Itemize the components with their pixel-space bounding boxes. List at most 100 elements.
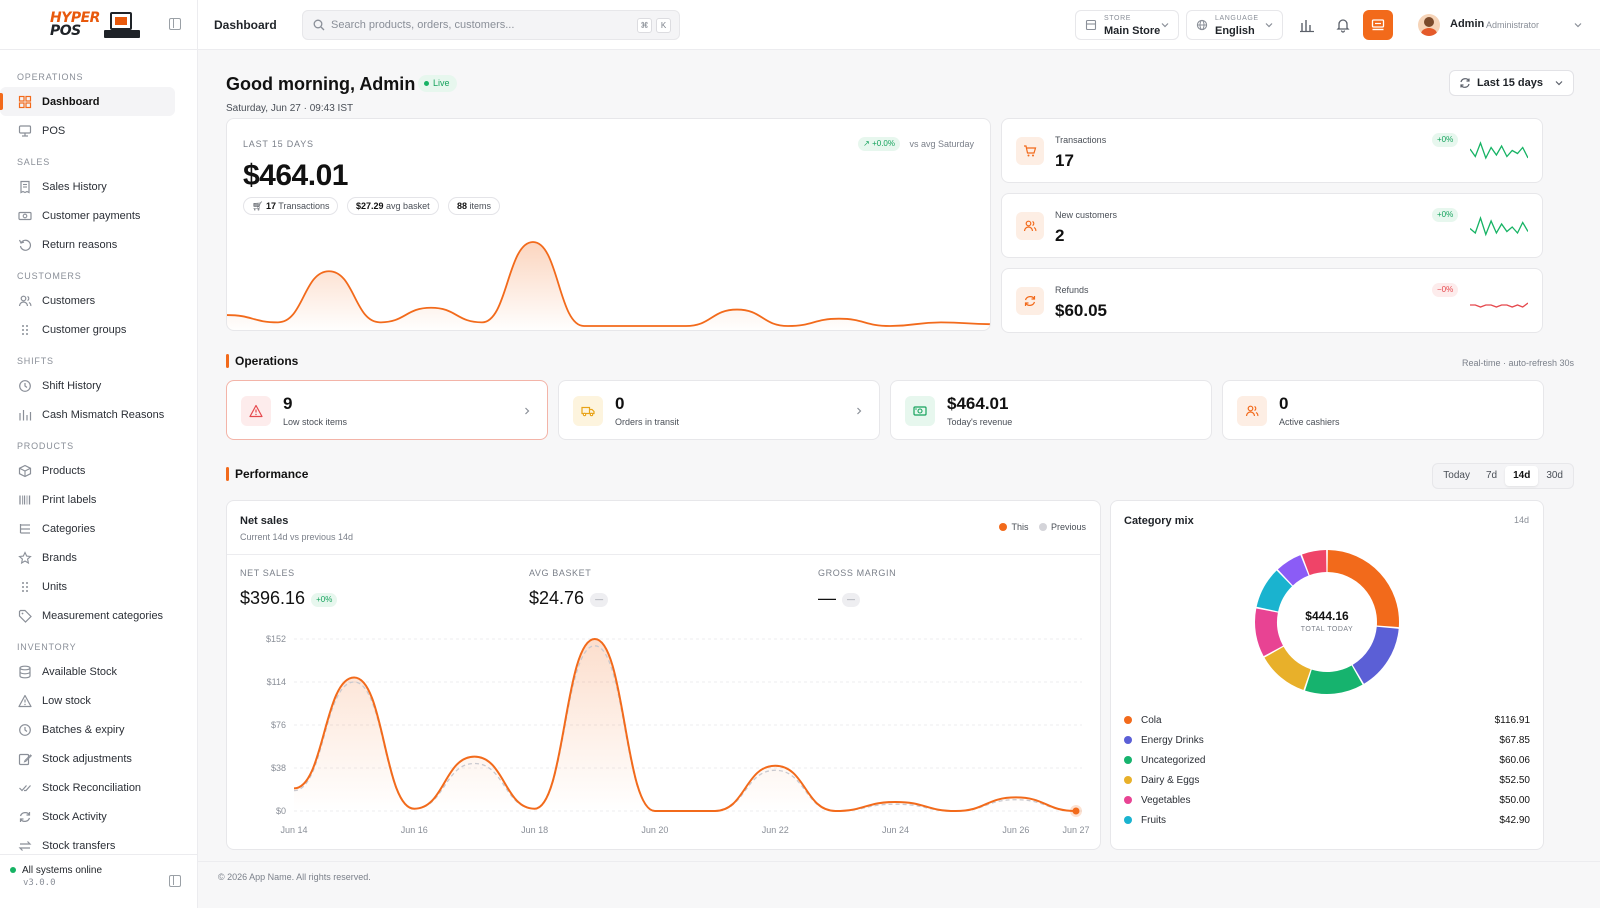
sidebar-item-sales-history[interactable]: Sales History — [0, 172, 175, 201]
chip-items-label: items — [469, 201, 492, 211]
category-row[interactable]: Vegetables $50.00 — [1124, 790, 1530, 810]
sidebar-item-print-labels[interactable]: Print labels — [0, 485, 175, 514]
sidebar-collapse-icon[interactable] — [169, 18, 181, 30]
search-input[interactable] — [331, 11, 631, 39]
open-pos-button[interactable] — [1363, 10, 1393, 40]
metric-caption: AVG BASKET — [529, 568, 592, 578]
bell-icon[interactable] — [1335, 17, 1351, 33]
donut-slice-other-7[interactable] — [1301, 550, 1327, 576]
sidebar-item-label: Stock Activity — [42, 810, 107, 823]
legend-this[interactable]: This — [1011, 522, 1029, 532]
check-double-icon — [18, 781, 32, 795]
category-row[interactable]: Energy Drinks $67.85 — [1124, 730, 1530, 750]
donut-slice-vegetables[interactable] — [1254, 608, 1283, 657]
category-value: $52.50 — [1499, 774, 1530, 786]
last-point-marker[interactable] — [1072, 807, 1080, 815]
range-tab-14d[interactable]: 14d — [1505, 466, 1539, 486]
sidebar-item-shift-history[interactable]: Shift History — [0, 371, 175, 400]
chip-basket-value: $27.29 — [356, 201, 384, 211]
sidebar-item-products[interactable]: Products — [0, 456, 175, 485]
user-name[interactable]: Admin — [1450, 18, 1485, 30]
chevron-down-icon[interactable] — [1574, 21, 1582, 29]
database-icon — [18, 665, 32, 679]
sidebar-item-return-reasons[interactable]: Return reasons — [0, 230, 175, 259]
sidebar-item-low-stock[interactable]: Low stock — [0, 686, 175, 715]
kbd-cmd: ⌘ — [637, 18, 652, 33]
barcode-icon — [18, 493, 32, 507]
hero-trend-chart — [227, 241, 990, 330]
category-donut-chart — [1254, 550, 1400, 694]
kpi-card-transactions[interactable]: Transactions 17 +0% — [1001, 118, 1543, 183]
sidebar-item-label: Customers — [42, 294, 96, 307]
category-row[interactable]: Dairy & Eggs $52.50 — [1124, 770, 1530, 790]
kpi-value: 2 — [1055, 226, 1065, 245]
brand-logo[interactable]: HYPER POS — [0, 0, 197, 50]
x-tick-label: Jun 18 — [521, 825, 548, 835]
sidebar-item-categories[interactable]: Categories — [0, 514, 175, 543]
x-tick-label: Jun 14 — [280, 825, 307, 835]
sparkline-series — [1470, 216, 1528, 237]
language-selector[interactable]: LANGUAGE English — [1186, 10, 1283, 40]
kpi-card-refunds[interactable]: Refunds $60.05 −0% — [1001, 268, 1543, 333]
range-tab-7d[interactable]: 7d — [1485, 470, 1498, 481]
sidebar-item-label: Products — [42, 464, 86, 477]
sidebar-toggle-icon[interactable] — [169, 875, 181, 887]
kpi-label: Refunds — [1055, 285, 1089, 295]
sidebar-item-batches-expiry[interactable]: Batches & expiry — [0, 715, 175, 744]
ops-card-active-cashiers[interactable]: 0 Active cashiers — [1222, 380, 1544, 440]
metric-avg-basket: AVG BASKET $24.76 — — [529, 568, 609, 609]
chip-transactions-label: Transactions — [278, 201, 330, 211]
ops-card-today-s-revenue[interactable]: $464.01 Today's revenue — [890, 380, 1212, 440]
sidebar-item-stock-transfers[interactable]: Stock transfers — [0, 831, 175, 860]
sidebar-item-customer-payments[interactable]: Customer payments — [0, 201, 175, 230]
analytics-icon[interactable] — [1299, 17, 1315, 33]
store-selector[interactable]: STORE Main Store — [1075, 10, 1179, 40]
ops-card-orders-in-transit[interactable]: 0 Orders in transit — [558, 380, 880, 440]
ops-value: $464.01 — [947, 394, 1009, 413]
metric-badge: +0% — [311, 593, 338, 607]
net-sales-title: Net sales — [240, 515, 289, 527]
sidebar-item-available-stock[interactable]: Available Stock — [0, 657, 175, 686]
sidebar-item-customer-groups[interactable]: Customer groups — [0, 315, 175, 344]
range-tab-today[interactable]: Today — [1443, 470, 1470, 481]
donut-slice-fruits[interactable] — [1256, 570, 1293, 612]
donut-slice-dairy-eggs[interactable] — [1264, 646, 1311, 691]
kpi-card-new-customers[interactable]: New customers 2 +0% — [1001, 193, 1543, 258]
ops-value: 0 — [615, 394, 625, 413]
metric-value: $24.76 — [529, 588, 585, 608]
range-tab-30d[interactable]: 30d — [1546, 470, 1563, 481]
kpi-sparkline — [1470, 141, 1528, 160]
ops-card-low-stock-items[interactable]: 9 Low stock items — [226, 380, 548, 440]
donut-slice-uncategorized[interactable] — [1305, 665, 1363, 694]
sidebar-item-cash-mismatch-reasons[interactable]: Cash Mismatch Reasons — [0, 400, 175, 429]
list-tree-icon — [18, 522, 32, 536]
kpi-delta-badge: +0% — [1432, 133, 1459, 147]
category-row[interactable]: Cola $116.91 — [1124, 710, 1530, 730]
donut-slice-cola[interactable] — [1327, 550, 1400, 628]
sidebar-item-label: POS — [42, 124, 66, 137]
warning-icon — [18, 694, 32, 708]
sidebar-item-units[interactable]: Units — [0, 572, 175, 601]
date-range-button[interactable]: Last 15 days — [1448, 70, 1574, 96]
category-row[interactable]: Uncategorized $60.06 — [1124, 750, 1530, 770]
series-this-line — [293, 637, 1077, 813]
sidebar-item-customers[interactable]: Customers — [0, 286, 175, 315]
donut-slice-energy-drinks[interactable] — [1352, 626, 1399, 684]
sidebar-item-stock-activity[interactable]: Stock Activity — [0, 802, 175, 831]
x-tick-label: Jun 16 — [401, 825, 428, 835]
donut-slice-other-6[interactable] — [1277, 555, 1309, 586]
avatar[interactable] — [1418, 14, 1440, 36]
breadcrumb[interactable]: Dashboard — [214, 18, 277, 32]
sidebar-item-stock-adjustments[interactable]: Stock adjustments — [0, 744, 175, 773]
category-row[interactable]: Fruits $42.90 — [1124, 810, 1530, 830]
sidebar-item-stock-reconciliation[interactable]: Stock Reconciliation — [0, 773, 175, 802]
sidebar-item-pos[interactable]: POS — [0, 116, 175, 145]
category-swatch — [1124, 756, 1132, 764]
users-icon — [18, 294, 32, 308]
sidebar-item-dashboard[interactable]: Dashboard — [0, 87, 175, 116]
global-search[interactable]: ⌘ K — [302, 10, 680, 40]
sidebar-item-measurement-categories[interactable]: Measurement categories — [0, 601, 175, 630]
sidebar-item-brands[interactable]: Brands — [0, 543, 175, 572]
ops-label: Today's revenue — [947, 417, 1013, 427]
legend-previous[interactable]: Previous — [1050, 522, 1086, 532]
